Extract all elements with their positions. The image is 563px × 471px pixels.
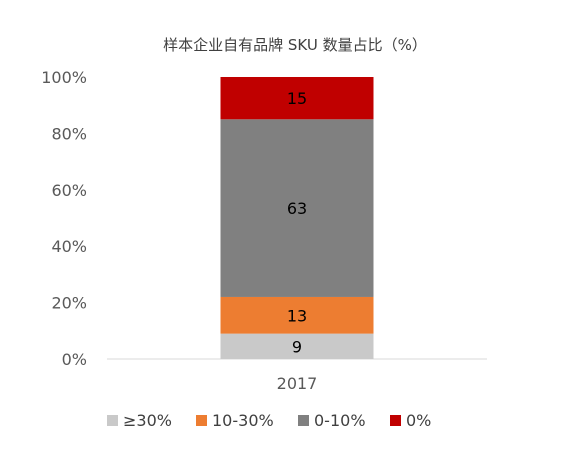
legend-label: 0-10% (314, 411, 366, 430)
y-tick-label: 80% (51, 124, 87, 143)
legend-label: 0% (406, 411, 431, 430)
legend: ≥30% 10-30% 0-10% 0% (107, 411, 431, 430)
bar-segment (220, 77, 374, 120)
legend-label: ≥30% (123, 411, 172, 430)
data-label: 63 (287, 199, 307, 218)
y-axis-ticks: 0% 20% 40% 60% 80% 100% (41, 68, 87, 369)
data-label: 9 (292, 337, 302, 356)
legend-label: 10-30% (212, 411, 274, 430)
y-tick-label: 20% (51, 294, 87, 313)
y-tick-label: 60% (51, 181, 87, 200)
y-tick-label: 40% (51, 237, 87, 256)
bar-segment (220, 333, 374, 359)
y-tick-label: 0% (62, 350, 87, 369)
legend-swatch (390, 415, 401, 426)
x-axis-ticks: 2017 (277, 374, 318, 393)
bars: 9 13 63 15 (220, 77, 374, 359)
data-label: 13 (287, 306, 307, 325)
y-tick-label: 100% (41, 68, 87, 87)
legend-swatch (196, 415, 207, 426)
data-label: 15 (287, 89, 307, 108)
bar-segment (220, 296, 374, 334)
x-tick-label: 2017 (277, 374, 318, 393)
chart-title: 样本企业自有品牌 SKU 数量占比（%） (163, 36, 427, 54)
bar-segment (220, 119, 374, 297)
legend-swatch (107, 415, 118, 426)
legend-swatch (298, 415, 309, 426)
